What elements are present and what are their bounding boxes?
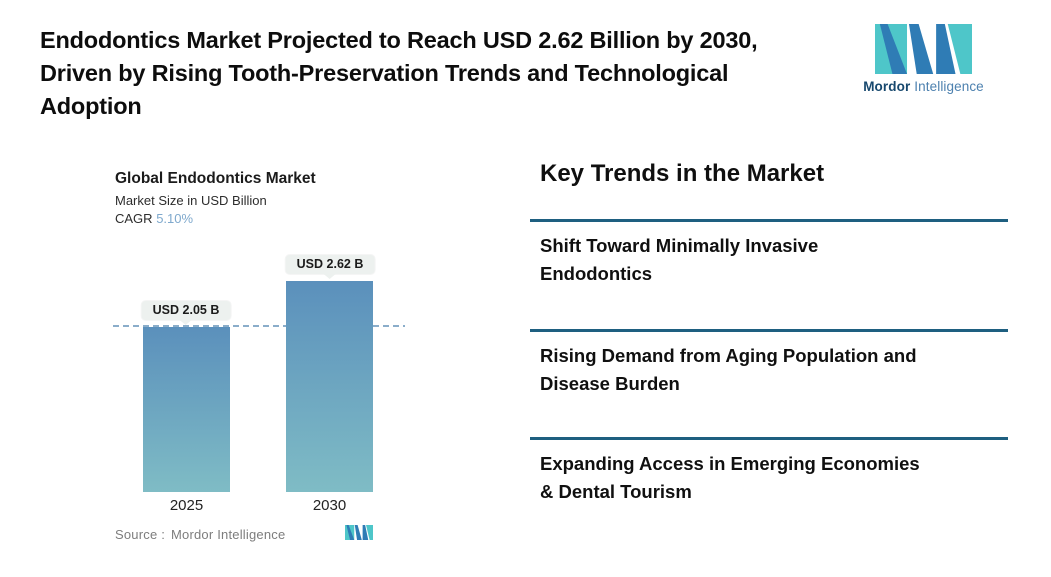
x-axis-label: 2025 [169, 497, 204, 514]
bar-value-label: USD 2.05 B [141, 301, 231, 320]
reference-dashed-line [113, 325, 405, 327]
trend-text: Shift Toward Minimally Invasive [540, 235, 819, 256]
trend-text: Disease Burden [540, 373, 680, 394]
key-trends-panel: Key Trends in the Market Shift Toward Mi… [530, 159, 1008, 545]
trend-text: Rising Demand from Aging Population and [540, 345, 917, 366]
chart-title: Global Endodontics Market [115, 170, 316, 187]
bar-2030 [286, 281, 373, 492]
brand-logo-text: Mordor Intelligence [863, 79, 983, 94]
trend-text: & Dental Tourism [540, 481, 692, 502]
trend-item: Expanding Access in Emerging Economies &… [530, 437, 1008, 545]
page-title-line: Adoption [40, 93, 142, 119]
trend-item: Rising Demand from Aging Population and … [530, 329, 1008, 437]
cagr-label: CAGR [115, 211, 153, 226]
trend-text: Expanding Access in Emerging Economies [540, 453, 920, 474]
bar-2025 [143, 327, 230, 492]
page-title: Endodontics Market Projected to Reach US… [40, 24, 758, 123]
trend-item: Shift Toward Minimally Invasive Endodont… [530, 219, 1008, 329]
trend-text: Endodontics [540, 263, 653, 284]
brand-logo: Mordor Intelligence [863, 24, 984, 94]
source-attribution: Source : Mordor Intelligence [115, 527, 285, 542]
mordor-intelligence-m-icon [875, 24, 972, 74]
page-title-line: Driven by Rising Tooth-Preservation Tren… [40, 60, 729, 86]
bar-value-label: USD 2.62 B [285, 255, 375, 274]
bar-chart-plot: USD 2.05 B USD 2.62 B 2025 2030 [113, 240, 405, 514]
source-label: Source : [115, 527, 166, 542]
brand-name-bold: Mordor [863, 79, 911, 94]
market-size-chart: Global Endodontics Market Market Size in… [113, 170, 413, 543]
source-value: Mordor Intelligence [171, 527, 286, 542]
mordor-intelligence-mini-icon [345, 525, 373, 540]
page-title-line: Endodontics Market Projected to Reach US… [40, 27, 758, 53]
brand-name-light: Intelligence [914, 79, 984, 94]
chart-cagr: CAGR 5.10% [115, 211, 413, 226]
x-axis-label: 2030 [312, 497, 347, 514]
chart-subtitle: Market Size in USD Billion [115, 193, 267, 208]
trends-heading: Key Trends in the Market [540, 160, 825, 187]
cagr-value: 5.10% [156, 211, 194, 226]
chart-source-row: Source : Mordor Intelligence [113, 525, 405, 543]
